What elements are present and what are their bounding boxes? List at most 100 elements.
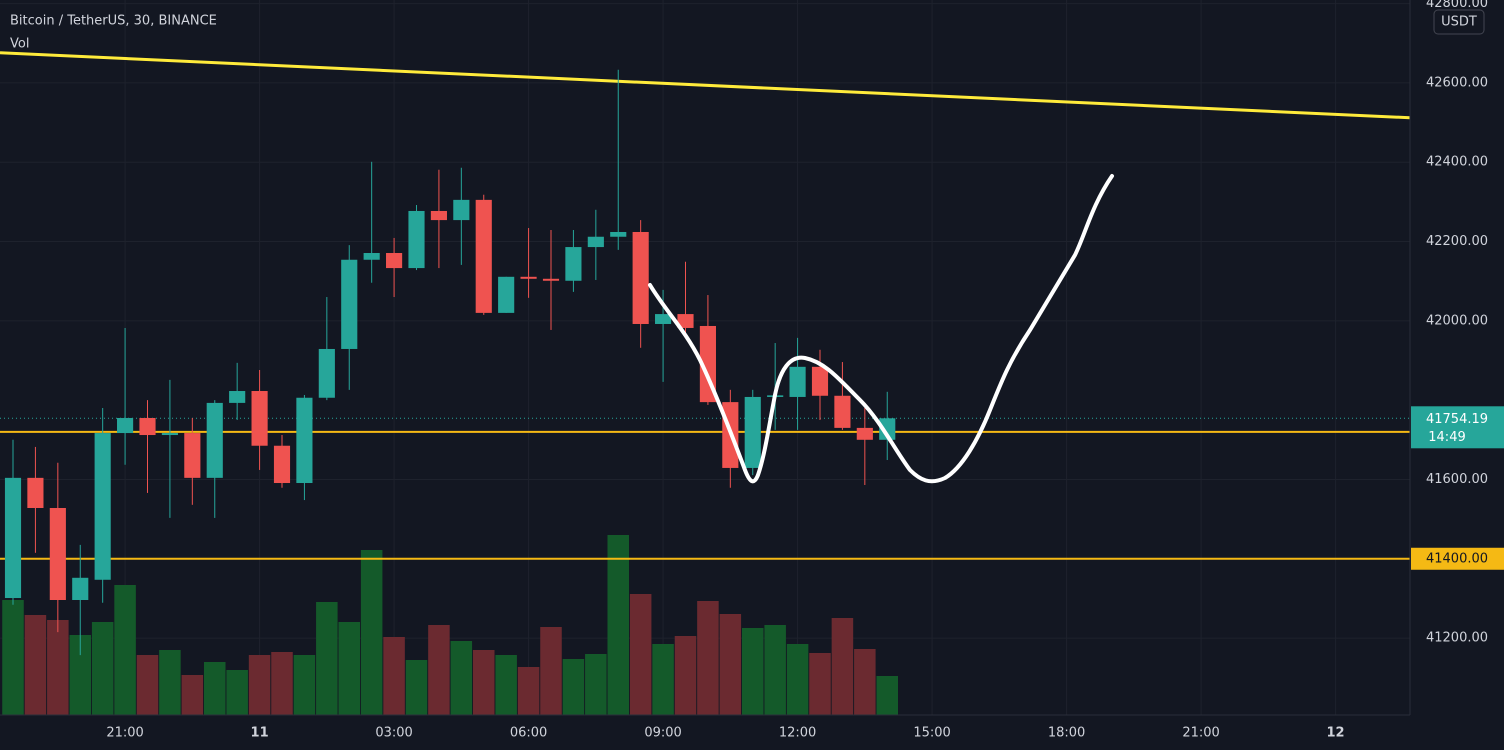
candle-body: [229, 391, 246, 403]
x-tick-label: 06:00: [510, 726, 547, 741]
y-tick-label: 42600.00: [1426, 75, 1488, 90]
volume-bar: [338, 622, 361, 715]
candle-body: [139, 417, 156, 436]
volume-bar: [831, 618, 854, 715]
candle-body: [386, 253, 403, 269]
candle-body: [296, 397, 313, 484]
candle-body: [811, 366, 829, 396]
volume-bar: [450, 641, 473, 715]
chart-title: Bitcoin / TetherUS, 30, BINANCE: [10, 14, 217, 29]
volume-bar: [383, 637, 405, 715]
currency-badge[interactable]: [1433, 9, 1485, 35]
candle-body: [318, 348, 335, 398]
candle-body: [542, 278, 560, 281]
x-tick-label: 21:00: [1182, 726, 1219, 741]
candle-body: [94, 433, 111, 580]
candles: [4, 69, 896, 656]
volume-bar: [854, 649, 876, 715]
x-tick-label: 12:00: [779, 726, 816, 741]
volume-bar: [293, 655, 316, 715]
trend-line: [0, 51, 1411, 120]
volume-bar: [562, 659, 585, 715]
volume-bar: [472, 650, 495, 715]
volume-bar: [24, 615, 47, 715]
volume-bar: [517, 667, 540, 715]
x-tick-label: 12: [1327, 726, 1345, 741]
volume-bar: [271, 652, 293, 715]
volume-bar: [764, 625, 786, 715]
volume-bar: [405, 660, 428, 715]
candle-body: [341, 259, 358, 349]
candle-body: [587, 236, 604, 248]
last-price-badge: [1411, 406, 1504, 449]
volume-bar: [495, 655, 517, 715]
volume-bar: [159, 650, 181, 715]
volume-bar: [697, 601, 719, 715]
volume-bar: [91, 622, 114, 715]
candle-body: [251, 391, 268, 446]
volume-bar: [69, 635, 92, 715]
grid: [0, 0, 1410, 715]
volume-bar: [809, 653, 831, 715]
volume-pane: [2, 535, 899, 715]
candle-body: [206, 402, 223, 478]
x-tick-label: 11: [251, 726, 269, 741]
volume-bar: [136, 655, 159, 715]
y-tick-label: 42800.00: [1426, 0, 1488, 11]
y-tick-label: 42000.00: [1426, 313, 1488, 328]
volume-bar: [226, 670, 248, 715]
volume-bar: [786, 644, 809, 715]
candle-body: [879, 418, 896, 440]
y-tick-label: 41600.00: [1426, 472, 1488, 487]
candle-body: [655, 314, 672, 324]
volume-bar: [428, 625, 450, 715]
candle-body: [72, 577, 89, 600]
candle-body: [27, 477, 44, 508]
volume-bar: [360, 550, 383, 715]
volume-bar: [203, 662, 226, 715]
candle-body: [408, 210, 425, 269]
y-tick-label: 42400.00: [1426, 155, 1488, 170]
volume-bar: [114, 585, 136, 715]
volume-bar: [2, 600, 24, 715]
volume-bar: [607, 535, 630, 715]
last-price-label: 41754.19: [1426, 412, 1488, 427]
candle-body: [161, 433, 178, 436]
countdown: 14:49: [1428, 430, 1465, 445]
candle-body: [677, 314, 694, 328]
y-tick-label: 41200.00: [1426, 631, 1488, 646]
candle-body: [49, 507, 66, 600]
volume-bar: [876, 676, 899, 715]
candle-body: [744, 396, 761, 468]
volume-label: Vol: [10, 37, 29, 52]
volume-bar: [585, 654, 607, 715]
x-tick-label: 15:00: [913, 726, 950, 741]
candle-body: [856, 427, 873, 440]
candle-body: [430, 210, 447, 221]
volume-bar: [741, 628, 764, 715]
levels: [0, 51, 1411, 560]
volume-bar: [719, 614, 742, 715]
currency[interactable]: USDT: [1441, 15, 1477, 30]
volume-bar: [316, 602, 338, 715]
volume-bar: [47, 620, 69, 715]
x-tick-label: 18:00: [1048, 726, 1085, 741]
x-tick-label: 21:00: [106, 726, 143, 741]
candle-body: [273, 445, 291, 484]
x-tick-label: 03:00: [375, 726, 412, 741]
hand-drawn-path: [648, 174, 1114, 484]
candle-body: [117, 417, 134, 434]
candle-body: [565, 247, 582, 281]
volume-bar: [652, 644, 674, 715]
candle-body: [632, 231, 649, 324]
axes: 41200.00 41600.00 42000.00 42200.00 42400.00…: [106, 0, 1504, 741]
x-tick-label: 09:00: [644, 726, 681, 741]
candle-body: [363, 253, 380, 260]
level-label: 41400.00: [1426, 551, 1488, 566]
volume-bar: [248, 655, 271, 715]
y-tick-label: 42200.00: [1426, 234, 1488, 249]
volume-bar: [540, 627, 562, 715]
